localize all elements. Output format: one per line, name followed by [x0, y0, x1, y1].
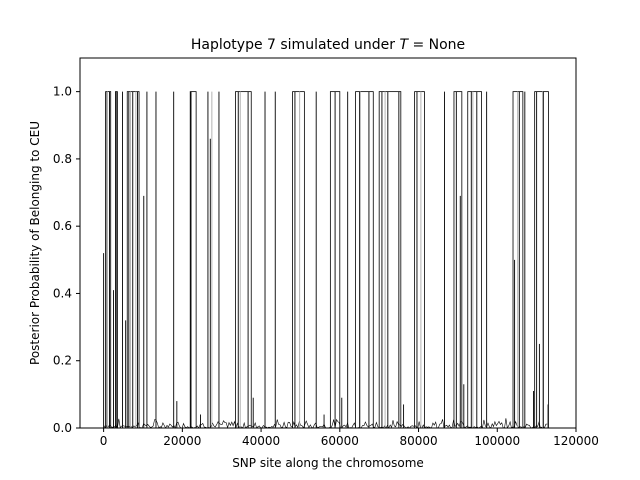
title-variable: T [399, 37, 409, 53]
x-tick-label: 20000 [163, 434, 201, 448]
y-tick-label: 1.0 [53, 85, 72, 99]
x-tick-label: 40000 [242, 434, 280, 448]
y-tick-label: 0.6 [53, 219, 72, 233]
y-axis: 0.0 0.2 0.4 0.6 0.8 1.0 [53, 85, 80, 435]
axes-frame [79, 57, 577, 429]
title-prefix: Haplotype 7 simulated under [191, 37, 400, 53]
y-tick-label: 0.4 [53, 286, 72, 300]
title-suffix: = None [408, 37, 465, 53]
x-tick-label: 80000 [399, 434, 437, 448]
chart-title: Haplotype 7 simulated under T = None [191, 37, 465, 53]
x-axis: 0 20000 40000 60000 80000 100000 120000 [100, 428, 599, 448]
y-tick-label: 0.2 [53, 354, 72, 368]
x-tick-label: 120000 [553, 434, 599, 448]
x-tick-label: 100000 [474, 434, 520, 448]
x-tick-label: 0 [100, 434, 108, 448]
y-axis-label: Posterior Probability of Belonging to CE… [28, 121, 42, 365]
x-axis-label: SNP site along the chromosome [232, 456, 424, 470]
y-tick-label: 0.8 [53, 152, 72, 166]
y-tick-label: 0.0 [53, 421, 72, 435]
series-1 [107, 91, 543, 428]
plot-area [79, 57, 577, 429]
x-tick-label: 60000 [321, 434, 359, 448]
